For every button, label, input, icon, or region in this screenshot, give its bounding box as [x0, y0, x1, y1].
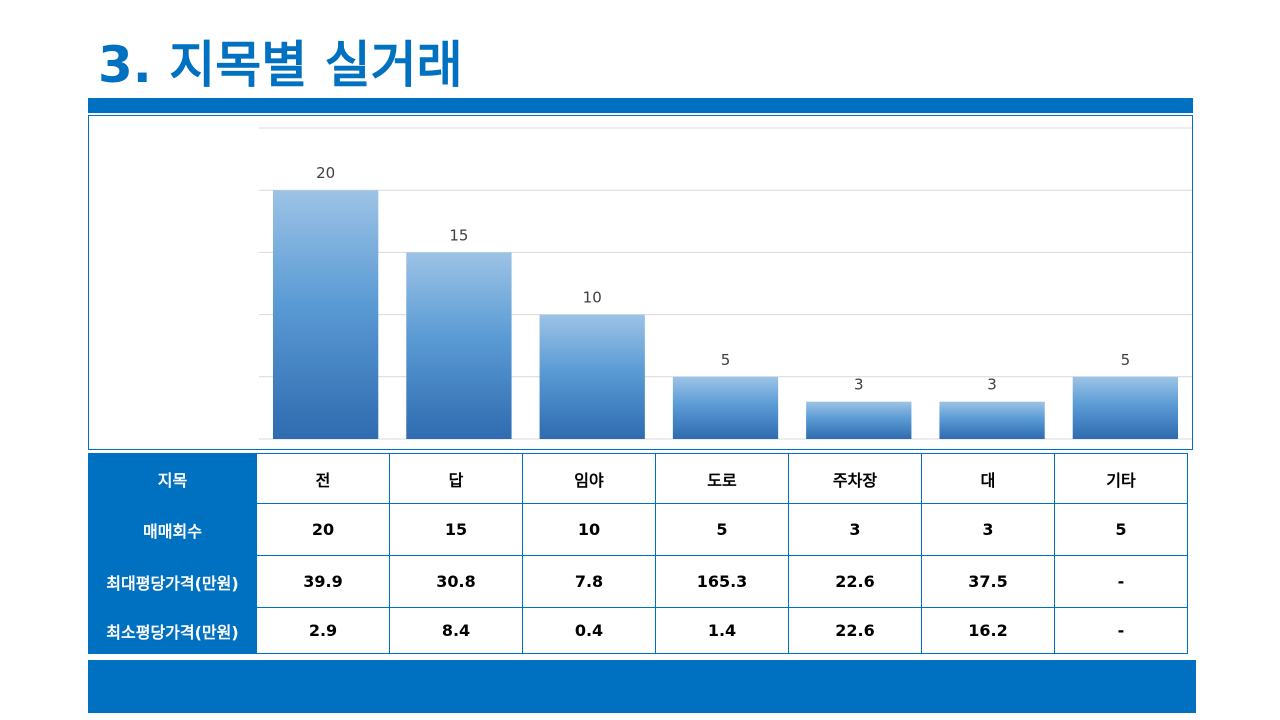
row-header: 지목: [88, 453, 257, 504]
table-cell: 39.9: [256, 555, 390, 608]
table-cell: 22.6: [788, 555, 922, 608]
table-cell: 답: [389, 453, 523, 504]
bar: [806, 401, 912, 439]
table-cell: 기타: [1054, 453, 1188, 504]
table-cell: 주차장: [788, 453, 922, 504]
row-header: 최소평당가격(만원): [88, 607, 257, 654]
bar: [939, 401, 1045, 439]
summary-table: 지목 전 답 임야 도로 주차장 대 기타 매매회수 20 15 10 5 3 3 5 최대평당가격(만원) 39…: [88, 453, 1188, 654]
table-cell: 임야: [522, 453, 656, 504]
table-row: 최대평당가격(만원) 39.9 30.8 7.8 165.3 22.6 37.5-: [88, 555, 1188, 608]
row-header: 최대평당가격(만원): [88, 555, 257, 608]
title-underline-bar: [88, 98, 1193, 113]
table-cell: 전: [256, 453, 390, 504]
bar-chart: 20 15 10 5 3 3 5: [88, 115, 1193, 450]
data-label: 3: [987, 376, 997, 394]
table-cell: 1.4: [655, 607, 789, 654]
data-label: 5: [1121, 351, 1131, 369]
table-row: 지목 전 답 임야 도로 주차장 대 기타: [88, 453, 1188, 504]
table-cell: 8.4: [389, 607, 523, 654]
table-cell: 5: [655, 503, 789, 556]
table-cell: 2.9: [256, 607, 390, 654]
data-label: 5: [721, 351, 731, 369]
row-header: 매매회수: [88, 503, 257, 556]
table-cell: 20: [256, 503, 390, 556]
bar: [672, 376, 779, 439]
table-cell: 22.6: [788, 607, 922, 654]
table-cell: 7.8: [522, 555, 656, 608]
table-cell: 16.2: [921, 607, 1055, 654]
table-cell: 0.4: [522, 607, 656, 654]
page-title: 3. 지목별 실거래: [98, 36, 463, 94]
bar: [539, 314, 645, 439]
table-cell: 3: [921, 503, 1055, 556]
table-cell: -: [1054, 555, 1188, 608]
data-label: 3: [854, 376, 864, 394]
data-label: 20: [316, 164, 335, 182]
table-cell: 15: [389, 503, 523, 556]
table-cell: 165.3: [655, 555, 789, 608]
data-label: 10: [583, 289, 602, 307]
bar: [1072, 376, 1179, 439]
table-cell: 30.8: [389, 555, 523, 608]
bar: [272, 190, 379, 439]
table-cell: -: [1054, 607, 1188, 654]
table-cell: 5: [1054, 503, 1188, 556]
bar-chart-svg: 20 15 10 5 3 3 5: [259, 127, 1192, 440]
table-cell: 3: [788, 503, 922, 556]
table-cell: 10: [522, 503, 656, 556]
table-row: 최소평당가격(만원) 2.9 8.4 0.4 1.4 22.6 16.2-: [88, 607, 1188, 654]
table-row: 매매회수 20 15 10 5 3 3 5: [88, 503, 1188, 556]
table-cell: 37.5: [921, 555, 1055, 608]
bar: [406, 252, 512, 439]
table-cell: 도로: [655, 453, 789, 504]
footer-bar: [88, 660, 1196, 713]
table-cell: 대: [921, 453, 1055, 504]
data-label: 15: [449, 226, 468, 244]
